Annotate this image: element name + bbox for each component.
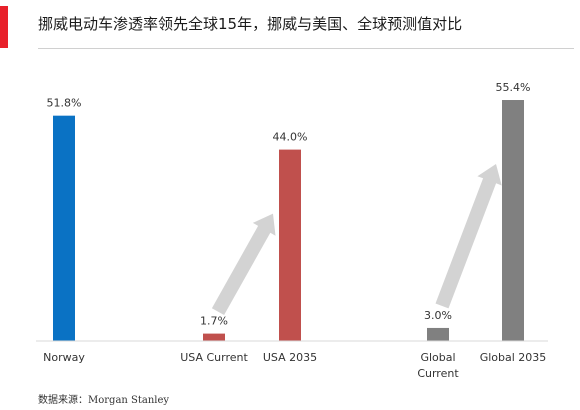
tick-label-norway: Norway	[43, 351, 85, 364]
tick-label-usa-2035: USA 2035	[263, 351, 317, 364]
source-note: 数据来源：Morgan Stanley	[38, 395, 170, 406]
data-label-norway: 51.8%	[47, 97, 82, 110]
tick-label-global-2035: Global 2035	[480, 351, 547, 364]
bar-norway	[53, 115, 75, 341]
tick-label-usa-current: USA Current	[180, 351, 248, 364]
bar-usa-current	[203, 333, 225, 341]
page-title: 挪威电动车渗透率领先全球15年，挪威与美国、全球预测值对比	[38, 15, 463, 33]
data-label-global-2035: 55.4%	[496, 81, 531, 94]
bar-global-2035	[502, 100, 524, 341]
x-tick-labels: Norway USA Current USA 2035 Global Current Gl…	[43, 351, 546, 380]
bars	[53, 100, 524, 341]
tick-label-global-current: Global Current	[417, 351, 459, 380]
bar-global-current	[427, 327, 449, 341]
trend-arrow-usa-current-to-usa-2035	[211, 213, 276, 315]
trend-arrows	[211, 164, 502, 315]
trend-arrow-global-current-to-global-2035	[435, 164, 502, 309]
data-label-usa-current: 1.7%	[200, 315, 228, 328]
data-labels: 51.8% 1.7% 44.0% 3.0% 55.4%	[47, 81, 531, 328]
title-divider	[38, 48, 574, 49]
data-label-usa-2035: 44.0%	[273, 131, 308, 144]
data-label-global-current: 3.0%	[424, 309, 452, 322]
title-accent-bar	[0, 6, 8, 48]
bar-usa-2035	[279, 149, 301, 341]
